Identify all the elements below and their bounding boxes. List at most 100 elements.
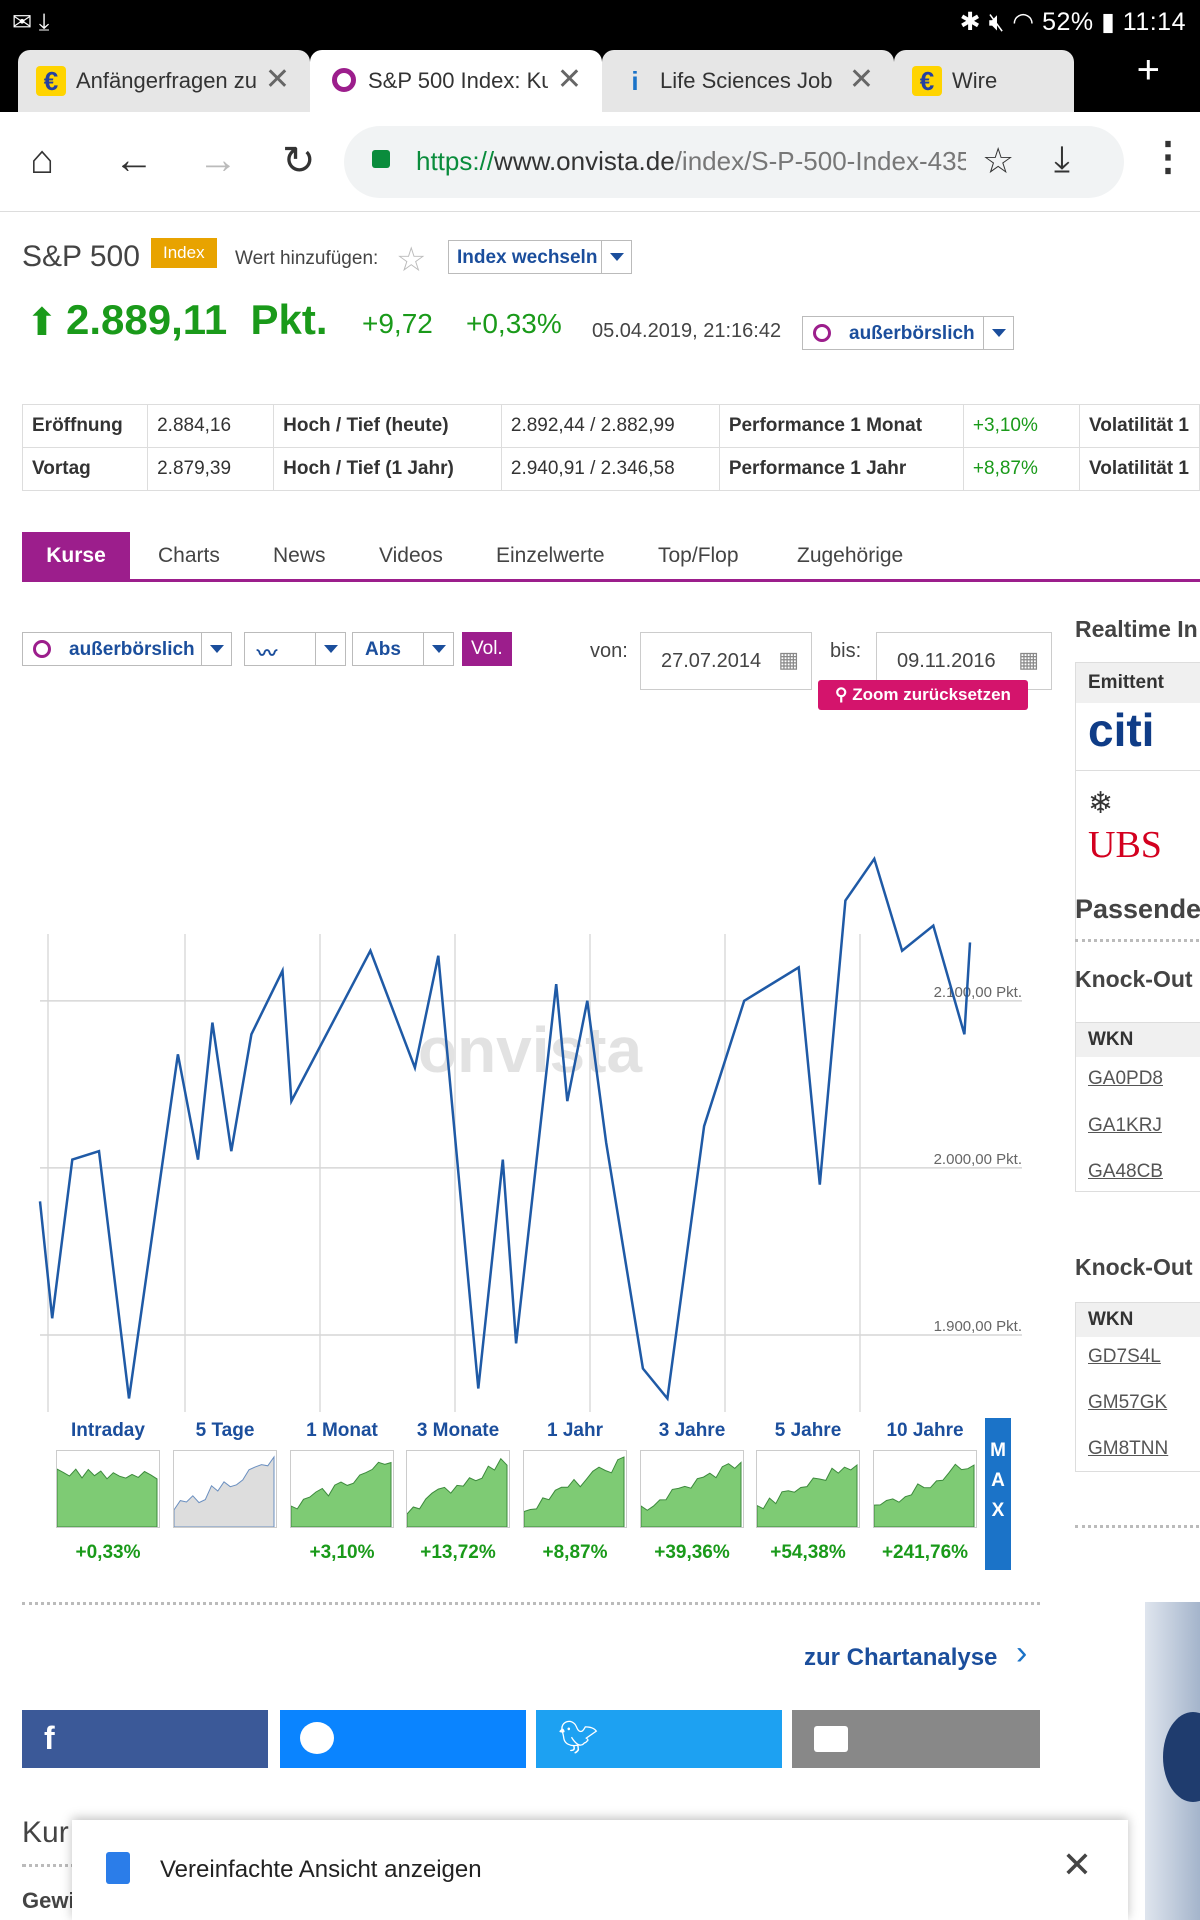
reload-icon[interactable]: ↻ <box>282 139 316 183</box>
period-thumbnail[interactable] <box>640 1450 744 1528</box>
max-period-button[interactable]: M A X <box>985 1418 1011 1570</box>
tab-kurse[interactable]: Kurse <box>22 532 130 580</box>
notification-icons: ✉ ⤓ <box>12 9 50 36</box>
exchange-select[interactable]: außerbörslich <box>802 316 1014 350</box>
tab-einzelwerte[interactable]: Einzelwerte <box>496 544 605 567</box>
chart-type-select[interactable]: 〰 <box>244 632 346 666</box>
onvista-favicon-icon <box>332 68 356 92</box>
add-label: Wert hinzufügen: <box>235 248 379 269</box>
period-label[interactable]: Intraday <box>71 1420 145 1441</box>
index-switch-button[interactable]: Index wechseln <box>448 240 632 274</box>
period-performance: +241,76% <box>881 1542 969 1563</box>
email-share-button[interactable] <box>792 1710 1040 1768</box>
wkn-link[interactable]: GA1KRJ <box>1088 1115 1162 1136</box>
period-label[interactable]: 1 Monat <box>306 1420 378 1441</box>
watchlist-star-icon[interactable]: ☆ <box>396 241 427 279</box>
wkn-link[interactable]: GD7S4L <box>1088 1346 1161 1367</box>
wifi-icon: ◠ <box>1012 8 1035 36</box>
document-icon <box>106 1852 130 1884</box>
citi-logo[interactable]: citi <box>1076 703 1200 771</box>
browser-tab[interactable]: € Wire <box>894 50 1074 112</box>
close-tab-icon[interactable]: ✕ <box>264 63 290 96</box>
simplified-view-snackbar[interactable]: Vereinfachte Ansicht anzeigen ✕ <box>72 1820 1128 1920</box>
download-icon[interactable]: ⤓ <box>1054 138 1070 179</box>
period-thumbnail[interactable] <box>290 1450 394 1528</box>
chevron-right-icon[interactable]: › <box>1016 1634 1028 1672</box>
period-thumbnail[interactable] <box>173 1450 277 1528</box>
ubs-label: UBS <box>1088 824 1162 866</box>
tab-news[interactable]: News <box>273 544 326 567</box>
tab-charts[interactable]: Charts <box>158 544 220 567</box>
chevron-down-icon <box>983 317 1013 349</box>
globe-image <box>1163 1712 1200 1802</box>
close-tab-icon[interactable]: ✕ <box>848 63 874 96</box>
period-label[interactable]: 5 Tage <box>195 1420 255 1441</box>
from-date-input[interactable]: 27.07.2014 ▦ <box>640 632 812 690</box>
star-bookmark-icon[interactable]: ☆ <box>982 140 1015 181</box>
period-label[interactable]: 5 Jahre <box>774 1420 842 1441</box>
y-tick-label: 2.000,00 Pkt. <box>934 1151 1022 1168</box>
url-text[interactable]: https://www.onvista.de/index/S-P-500-Ind… <box>416 146 966 176</box>
sparkline-area <box>873 1463 975 1528</box>
period-label[interactable]: 10 Jahre <box>886 1420 964 1441</box>
sparkline <box>56 1468 158 1528</box>
close-icon[interactable]: ✕ <box>1061 1844 1092 1885</box>
period-thumbnail[interactable] <box>56 1450 160 1528</box>
ad-banner[interactable] <box>1145 1602 1200 1920</box>
sparkline-area <box>640 1461 742 1528</box>
period-label[interactable]: 3 Jahre <box>658 1420 726 1441</box>
menu-icon[interactable]: ⋮ <box>1148 135 1188 179</box>
volume-toggle[interactable]: Vol. <box>462 632 512 666</box>
calendar-icon[interactable]: ▦ <box>778 647 799 672</box>
period-thumbnail[interactable] <box>873 1450 977 1528</box>
lock-icon <box>372 150 390 168</box>
browser-tab[interactable]: i Life Sciences Job ✕ <box>602 50 894 112</box>
sparkline <box>640 1461 742 1528</box>
twitter-share-button[interactable]: 🐦︎ <box>536 1710 782 1768</box>
period-thumbnail[interactable] <box>523 1450 627 1528</box>
period-thumbnail[interactable] <box>406 1450 510 1528</box>
period-thumbnail[interactable] <box>756 1450 860 1528</box>
sparkline <box>756 1463 858 1528</box>
wkn-link[interactable]: GM8TNN <box>1088 1438 1169 1459</box>
period-label[interactable]: 3 Monate <box>416 1420 500 1441</box>
browser-tab-active[interactable]: S&P 500 Index: Ku ✕ <box>310 50 602 112</box>
messenger-share-button[interactable] <box>280 1710 526 1768</box>
zoom-reset-button[interactable]: ⚲ Zoom zurücksetzen <box>818 680 1028 710</box>
wkn-header: WKN <box>1076 1303 1200 1337</box>
gewinn-label: Gewi <box>22 1888 75 1913</box>
price-chart[interactable]: onvista 2.100,00 Pkt. 2.000,00 Pkt. 1.900,… <box>0 212 1060 1412</box>
wkn-link[interactable]: GA48CB <box>1088 1161 1163 1182</box>
mute-icon: 🔇︎ <box>988 8 1005 36</box>
tab-title: Life Sciences Job <box>660 68 833 93</box>
close-tab-icon[interactable]: ✕ <box>556 63 582 96</box>
forward-icon[interactable]: → <box>198 138 238 182</box>
wkn-link[interactable]: GA0PD8 <box>1088 1068 1163 1089</box>
scale-mode-label: Abs <box>365 639 401 660</box>
home-icon[interactable]: ⌂ <box>30 138 55 182</box>
chart-analysis-link[interactable]: zur Chartanalyse <box>804 1644 998 1671</box>
new-tab-button[interactable]: + <box>1136 48 1160 92</box>
period-label[interactable]: 1 Jahr <box>547 1420 603 1441</box>
tab-zugehoerige[interactable]: Zugehörige <box>797 544 904 567</box>
sparkline-area <box>523 1456 625 1528</box>
tab-top-flop[interactable]: Top/Flop <box>658 544 739 567</box>
divider <box>1075 939 1200 942</box>
wkn-link[interactable]: GM57GK <box>1088 1392 1168 1413</box>
address-bar[interactable]: https://www.onvista.de/index/S-P-500-Ind… <box>344 126 1124 198</box>
back-icon[interactable]: ← <box>114 138 154 182</box>
chart-exchange-select[interactable]: außerbörslich <box>22 632 232 666</box>
euro-favicon-icon: € <box>36 66 66 96</box>
calendar-icon[interactable]: ▦ <box>1018 647 1039 672</box>
facebook-share-button[interactable]: f <box>22 1710 268 1768</box>
ubs-logo[interactable]: ❄ UBS <box>1076 771 1200 866</box>
stat-value: +8,87% <box>962 447 1081 491</box>
chart-grid <box>47 934 861 1412</box>
tab-videos[interactable]: Videos <box>379 544 443 567</box>
period-performance: +3,10% <box>309 1542 375 1563</box>
scale-mode-select[interactable]: Abs <box>352 632 454 666</box>
browser-tab[interactable]: € Anfängerfragen zu ✕ <box>18 50 310 112</box>
status-bar: ✉ ⤓ ✱ 🔇︎ ◠ 52% ▮ 11:14 <box>0 0 1200 44</box>
sparkline-area <box>756 1463 858 1528</box>
exchange-icon <box>33 640 51 658</box>
